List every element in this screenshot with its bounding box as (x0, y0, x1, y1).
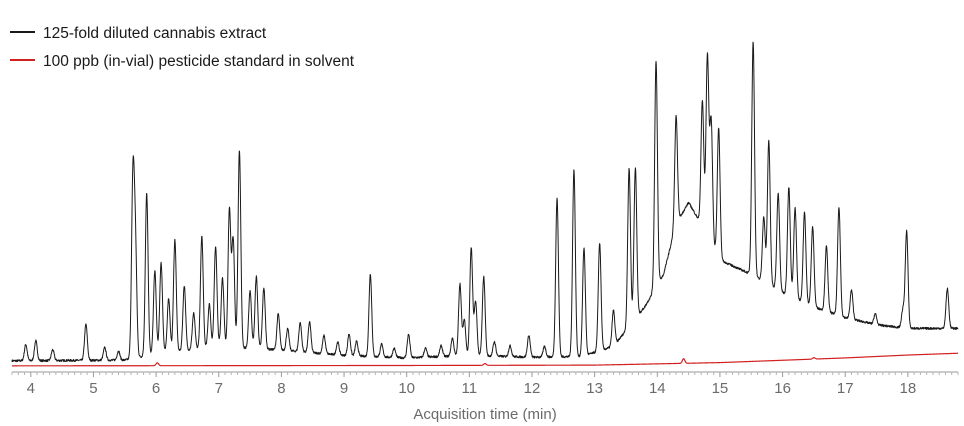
x-tick-label: 15 (712, 380, 729, 397)
legend-label-standard: 100 ppb (in-vial) pesticide standard in … (43, 53, 355, 70)
x-axis-ticks: 4 5 6 7 8 9 10 11 12 13 14 15 16 17 18 (11, 372, 959, 397)
x-axis: 4 5 6 7 8 9 10 11 12 13 14 15 16 17 18 (11, 371, 959, 397)
legend-label-extract: 125-fold diluted cannabis extract (43, 25, 267, 42)
x-tick-label: 11 (462, 380, 478, 397)
series-line-extract (11, 41, 959, 363)
x-tick-label: 6 (152, 380, 160, 397)
x-axis-title: Acquisition time (min) (413, 406, 556, 423)
x-tick-label: 7 (215, 380, 223, 397)
x-tick-label: 8 (277, 380, 285, 397)
x-tick-label: 12 (524, 380, 541, 397)
x-tick-label: 9 (340, 380, 348, 397)
x-tick-label: 18 (900, 380, 917, 397)
x-tick-label: 4 (27, 380, 35, 397)
legend: 125-fold diluted cannabis extract 100 pp… (10, 25, 355, 70)
x-tick-label: 17 (837, 380, 854, 397)
series-line-standard (11, 352, 959, 367)
x-tick-label: 14 (649, 380, 666, 397)
x-tick-label: 16 (774, 380, 791, 397)
x-tick-label: 13 (586, 380, 603, 397)
plot-area (11, 41, 959, 367)
x-tick-label: 5 (89, 380, 97, 397)
x-tick-label: 10 (398, 380, 415, 397)
